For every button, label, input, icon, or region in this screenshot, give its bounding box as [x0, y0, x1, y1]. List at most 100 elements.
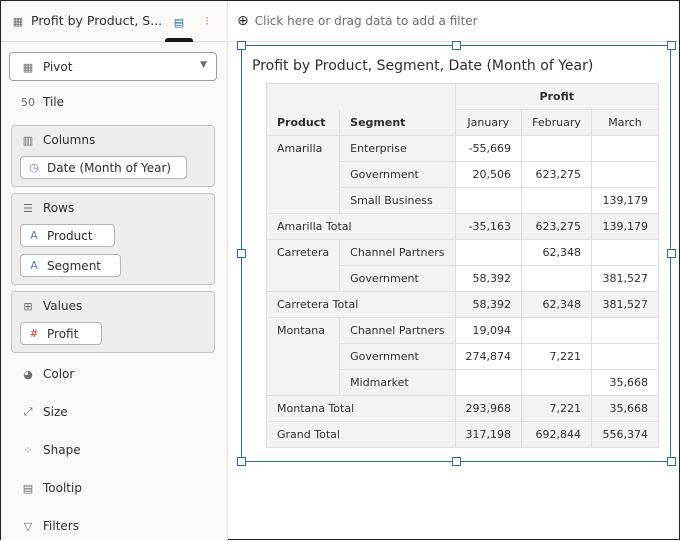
table-row: Government 274,874 7,221 — [267, 343, 660, 370]
viz-type-select[interactable]: ▦ Pivot ▼ — [9, 52, 217, 81]
color-label: Color — [43, 367, 75, 381]
grand-total-value: 692,844 — [521, 421, 593, 448]
resize-handle[interactable] — [667, 41, 676, 50]
total-row: Amarilla Total -35,163 623,275 139,179 — [266, 213, 660, 240]
add-filter-icon: ⊕ — [237, 13, 249, 29]
segment-cell: Government — [339, 343, 456, 370]
size-label: Size — [43, 405, 68, 419]
total-label: Montana Total — [266, 395, 456, 422]
chevron-down-icon: ▼ — [200, 60, 207, 70]
filters-item[interactable]: ▽ Filters — [21, 519, 79, 533]
total-value: 381,527 — [591, 291, 660, 318]
tile-item[interactable]: 50 Tile — [21, 95, 64, 109]
value-cell — [591, 343, 660, 370]
value-cell — [521, 187, 593, 214]
pivot-table: Profit Product Segment January February M… — [265, 83, 660, 448]
measure-icon: # — [29, 327, 39, 340]
shape-label: Shape — [43, 443, 81, 457]
value-cell: 274,874 — [454, 343, 523, 370]
tooltip-icon: ▤ — [22, 481, 34, 495]
corner-cell — [266, 83, 456, 110]
value-cell: 19,094 — [454, 317, 523, 344]
row-pill-segment[interactable]: A Segment — [20, 254, 121, 277]
segment-cell: Government — [339, 161, 456, 188]
table-row: Montana Channel Partners 19,094 — [265, 317, 660, 396]
value-cell — [454, 239, 523, 266]
viz-title-tab[interactable]: Profit by Product, S... — [31, 13, 163, 28]
grand-total-label: Grand Total — [266, 421, 456, 448]
values-label: Values — [43, 299, 83, 313]
tooltip-label: Tooltip — [43, 481, 82, 495]
columns-dropzone[interactable]: ▥ Columns ◷ Date (Month of Year) — [11, 125, 215, 187]
segment-header[interactable]: Segment — [339, 109, 456, 136]
total-row: Carretera Total 58,392 62,348 381,527 — [266, 291, 660, 318]
columns-icon: ▥ — [22, 133, 34, 147]
table-row: Government 58,392 381,527 — [267, 265, 660, 292]
active-tab-indicator — [165, 38, 193, 42]
segment-cell: Government — [339, 265, 456, 292]
resize-icon: ⤢ — [23, 405, 33, 418]
product-cell: Amarilla — [265, 135, 341, 214]
month-header[interactable]: March — [591, 109, 660, 136]
pivot-icon: ▦ — [12, 14, 24, 28]
resize-handle[interactable] — [667, 249, 676, 258]
panel-tabbar: ▦ Profit by Product, S... ▤ ⫶ — [1, 1, 227, 42]
row-pill-product[interactable]: A Product — [20, 224, 115, 247]
color-item[interactable]: ◕ Color — [21, 367, 74, 381]
attribute-icon: A — [30, 259, 38, 272]
value-cell — [521, 135, 593, 162]
viz-type-value: Pivot — [43, 60, 73, 74]
total-row: Montana Total 293,968 7,221 35,668 — [266, 395, 660, 422]
month-header[interactable]: January — [454, 109, 523, 136]
pill-label: Date (Month of Year) — [47, 160, 172, 175]
properties-tab-icon[interactable]: ⫶ — [205, 15, 209, 28]
resize-handle[interactable] — [237, 457, 246, 466]
grammar-tab-icon[interactable]: ▤ — [173, 15, 185, 29]
value-cell: 623,275 — [521, 161, 593, 188]
grand-total-value: 317,198 — [454, 421, 523, 448]
resize-handle[interactable] — [452, 457, 461, 466]
total-value: 7,221 — [521, 395, 593, 422]
column-pill-date[interactable]: ◷ Date (Month of Year) — [20, 156, 187, 179]
segment-cell: Channel Partners — [339, 317, 456, 344]
resize-handle[interactable] — [237, 249, 246, 258]
filter-placeholder: Click here or drag data to add a filter — [254, 14, 478, 28]
tile-icon: 50 — [21, 95, 35, 109]
total-value: 293,968 — [454, 395, 523, 422]
filter-bar[interactable]: ⊕ Click here or drag data to add a filte… — [229, 1, 679, 42]
value-cell — [454, 369, 523, 396]
size-item[interactable]: ⤢ Size — [21, 405, 68, 419]
grand-total-row: Grand Total 317,198 692,844 556,374 — [266, 421, 660, 448]
grammar-panel: ▦ Profit by Product, S... ▤ ⫶ ▦ Pivot ▼ … — [1, 1, 228, 541]
value-cell: 20,506 — [454, 161, 523, 188]
value-cell — [591, 239, 660, 266]
tile-label: Tile — [43, 95, 65, 109]
total-value: 623,275 — [521, 213, 593, 240]
value-cell: 35,668 — [591, 369, 660, 396]
shape-item[interactable]: ⁘ Shape — [21, 443, 81, 457]
grand-total-value: 556,374 — [591, 421, 660, 448]
value-cell — [521, 265, 593, 292]
values-dropzone[interactable]: ⊞ Values # Profit — [11, 291, 215, 353]
value-cell: 139,179 — [591, 187, 660, 214]
segment-cell: Midmarket — [339, 369, 456, 396]
value-cell — [521, 369, 593, 396]
value-cell — [591, 317, 660, 344]
tooltip-item[interactable]: ▤ Tooltip — [21, 481, 82, 495]
value-cell: 381,527 — [591, 265, 660, 292]
rows-dropzone[interactable]: ☰ Rows A Product A Segment — [11, 193, 215, 285]
product-cell: Montana — [265, 317, 341, 396]
total-value: 139,179 — [591, 213, 660, 240]
table-row: Small Business 139,179 — [267, 187, 660, 214]
month-header[interactable]: February — [521, 109, 593, 136]
palette-icon: ◕ — [23, 367, 33, 381]
resize-handle[interactable] — [452, 41, 461, 50]
shapes-icon: ⁘ — [23, 443, 33, 457]
resize-handle[interactable] — [667, 457, 676, 466]
value-cell — [454, 187, 523, 214]
pill-label: Profit — [47, 326, 79, 341]
value-pill-profit[interactable]: # Profit — [20, 322, 102, 345]
product-header[interactable]: Product — [265, 109, 341, 136]
resize-handle[interactable] — [237, 41, 246, 50]
total-value: -35,163 — [454, 213, 523, 240]
